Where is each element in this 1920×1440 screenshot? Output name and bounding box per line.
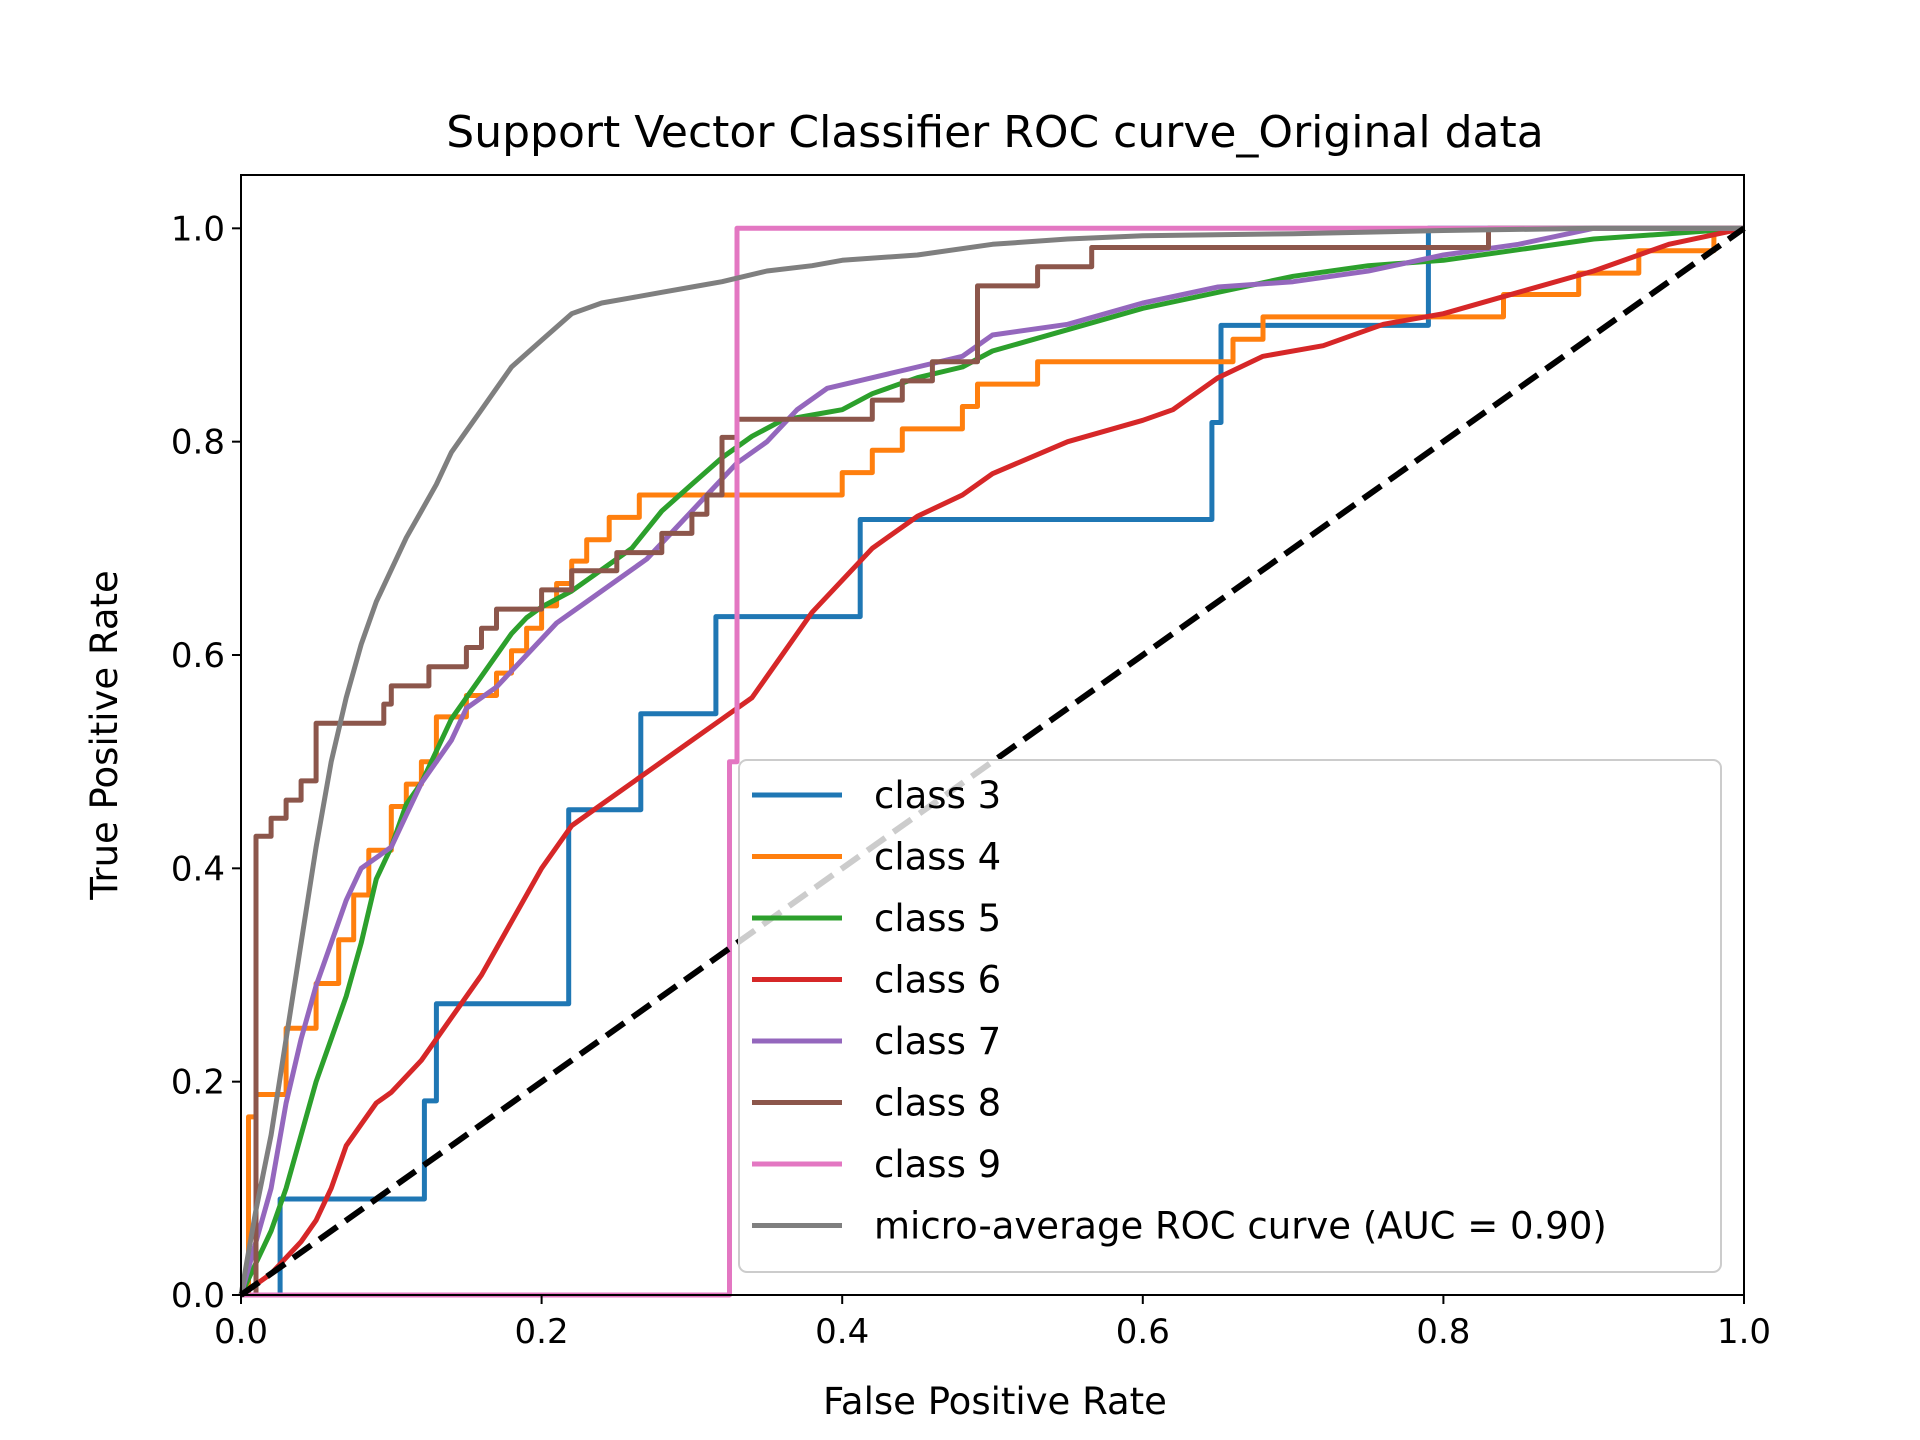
legend-label: class 8 [874, 1082, 1001, 1125]
legend-label: class 7 [874, 1020, 1001, 1063]
legend-label: class 4 [874, 836, 1001, 879]
x-tick-label: 0.4 [815, 1312, 869, 1352]
legend-box [738, 759, 1722, 1273]
diagonal-reference-line [239, 225, 1746, 1298]
plot-area: 0.0 0.2 0.4 0.6 0.8 1.0 0.0 0.2 0.4 0.6 0.8 1.0 [171, 174, 1771, 1352]
legend-label: micro-average ROC curve (AUC = 0.90) [874, 1205, 1607, 1248]
series-line-6 [241, 225, 1744, 1298]
series-line-1 [241, 225, 1744, 1298]
x-tick-label: 0.6 [1116, 1312, 1170, 1352]
chart-title: Support Vector Classifier ROC curve_Orig… [446, 107, 1543, 158]
legend-label: class 6 [874, 959, 1001, 1002]
y-tick-label: 0.4 [171, 849, 225, 889]
legend-label: class 5 [874, 897, 1001, 940]
legend-label: class 9 [874, 1143, 1001, 1186]
legend: class 3 class 4 class 5 class 6 class 7 class… [738, 759, 1722, 1273]
y-tick-label: 0.0 [171, 1276, 225, 1316]
series-line-5 [238, 225, 1744, 1296]
axes-frame [240, 174, 1745, 1296]
x-tick-label: 1.0 [1717, 1312, 1771, 1352]
series-line-4 [239, 225, 1745, 1298]
x-tick-label: 0.0 [214, 1312, 268, 1352]
series-line-8 [238, 225, 1744, 1296]
y-tick-label: 1.0 [171, 209, 225, 249]
y-axis-label: True Positive Rate [83, 570, 126, 901]
series-line-2 [241, 225, 1744, 1298]
x-tick-label: 0.2 [515, 1312, 569, 1352]
legend-label: class 3 [874, 774, 1001, 817]
y-tick-label: 0.2 [171, 1063, 225, 1103]
x-tick-label: 0.8 [1416, 1312, 1470, 1352]
x-axis-label: False Positive Rate [823, 1380, 1167, 1423]
y-tick-label: 0.6 [171, 636, 225, 676]
y-tick-label: 0.8 [171, 423, 225, 463]
